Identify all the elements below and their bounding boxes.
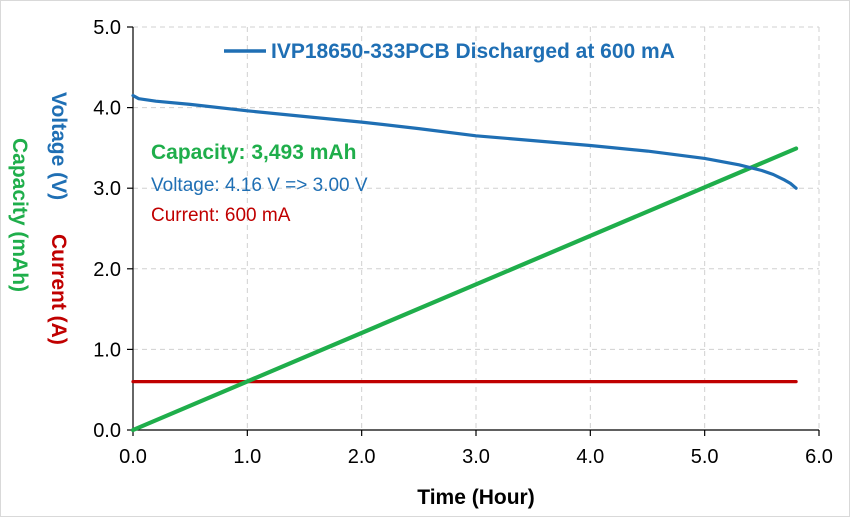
legend-label: IVP18650-333PCB Discharged at 600 mA: [271, 40, 675, 63]
y-tick-labels: 0.0 1.0 2.0 3.0 4.0 5.0: [93, 17, 121, 442]
x-tick-label: 0.0: [119, 446, 147, 468]
series-line-capacity: [130, 146, 799, 433]
y-tick-label: 4.0: [93, 98, 121, 120]
series-line-voltage: [131, 93, 798, 190]
annotation-capacity: Capacity: 3,493 mAh: [151, 141, 356, 164]
y-tick-label: 5.0: [93, 17, 121, 39]
legend: IVP18650-333PCB Discharged at 600 mA: [224, 40, 675, 63]
y-axis-title-current: Current (A): [47, 234, 70, 345]
series-lines: [130, 93, 799, 433]
x-axis-title: Time (Hour): [417, 486, 534, 509]
x-tick-label: 2.0: [348, 446, 376, 468]
axes: [127, 26, 820, 436]
y-tick-label: 2.0: [93, 259, 121, 281]
y-axis-title-capacity: Capacity (mAh): [8, 138, 31, 292]
x-tick-label: 5.0: [691, 446, 719, 468]
y-axis-titles: Voltage (V) Current (A) Capacity (mAh): [8, 92, 70, 345]
annotation-voltage: Voltage: 4.16 V => 3.00 V: [151, 175, 368, 196]
annotations: Capacity: 3,493 mAh Voltage: 4.16 V => 3…: [151, 141, 368, 226]
x-tick-labels: 0.0 1.0 2.0 3.0 4.0 5.0 6.0: [119, 446, 833, 468]
x-tick-label: 1.0: [233, 446, 261, 468]
x-tick-label: 3.0: [462, 446, 490, 468]
x-tick-label: 6.0: [805, 446, 833, 468]
y-tick-label: 3.0: [93, 178, 121, 200]
y-axis-title-voltage: Voltage (V): [47, 92, 70, 200]
y-tick-label: 1.0: [93, 339, 121, 361]
y-tick-label: 0.0: [93, 420, 121, 442]
annotation-current: Current: 600 mA: [151, 205, 291, 226]
grid: [133, 26, 820, 430]
x-tick-label: 4.0: [576, 446, 604, 468]
